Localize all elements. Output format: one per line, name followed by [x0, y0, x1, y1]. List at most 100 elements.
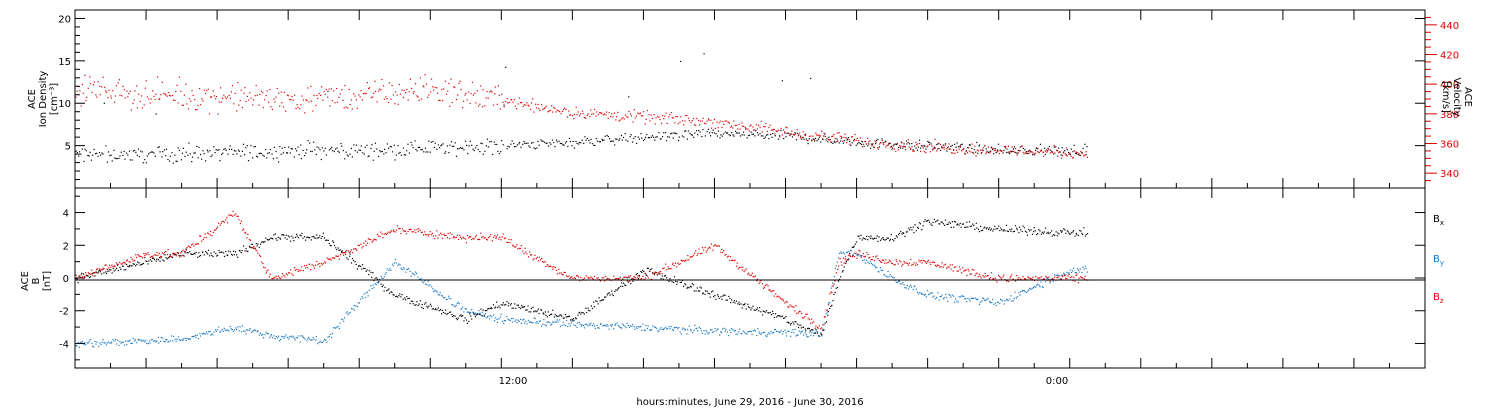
scatter-point	[602, 139, 604, 142]
scatter-point	[818, 325, 820, 327]
scatter-point	[485, 97, 487, 99]
scatter-point	[754, 275, 757, 277]
scatter-point	[863, 145, 865, 148]
scatter-point	[871, 144, 873, 147]
scatter-point	[270, 237, 272, 240]
scatter-point	[123, 261, 126, 264]
scatter-point	[998, 225, 1000, 227]
scatter-point	[454, 86, 456, 89]
scatter-point	[834, 280, 836, 282]
scatter-point	[290, 148, 292, 150]
scatter-point	[671, 263, 674, 265]
scatter-point	[864, 140, 866, 143]
scatter-point	[776, 316, 778, 318]
scatter-point	[306, 99, 308, 102]
scatter-point	[147, 263, 149, 265]
scatter-point	[539, 320, 542, 322]
scatter-point	[962, 267, 964, 269]
scatter-point	[615, 119, 617, 121]
scatter-point	[372, 96, 374, 98]
scatter-point	[469, 102, 471, 105]
scatter-point	[202, 251, 204, 253]
scatter-point	[691, 120, 693, 122]
scatter-point	[77, 282, 79, 284]
scatter-point	[296, 235, 298, 237]
scatter-point	[1063, 272, 1065, 274]
scatter-point	[362, 297, 364, 299]
scatter-point	[976, 272, 978, 274]
scatter-point	[995, 149, 997, 151]
scatter-point	[953, 226, 955, 228]
scatter-point	[1011, 150, 1013, 153]
scatter-point	[999, 229, 1001, 232]
scatter-point	[236, 254, 238, 256]
scatter-point	[591, 324, 594, 327]
scatter-point	[732, 134, 734, 136]
scatter-point	[231, 254, 233, 256]
scatter-point	[791, 130, 793, 132]
scatter-point	[908, 286, 911, 288]
scatter-point	[436, 230, 438, 232]
scatter-point	[647, 325, 649, 327]
scatter-point	[182, 254, 184, 256]
scatter-point	[1035, 286, 1037, 288]
scatter-point	[125, 269, 127, 271]
scatter-point	[347, 107, 349, 109]
scatter-point	[147, 343, 149, 345]
scatter-point	[617, 111, 619, 113]
scatter-point	[802, 136, 804, 139]
scatter-point	[436, 148, 438, 150]
scatter-point	[590, 138, 592, 140]
scatter-point	[104, 86, 106, 88]
scatter-point	[690, 330, 692, 332]
scatter-point	[584, 136, 586, 138]
scatter-point	[820, 332, 822, 334]
scatter-point	[1018, 150, 1020, 152]
scatter-point	[415, 148, 417, 151]
scatter-point	[276, 157, 278, 159]
scatter-point	[1005, 280, 1008, 282]
scatter-point	[176, 252, 179, 254]
scatter-point	[718, 297, 720, 299]
scatter-point	[366, 81, 368, 84]
scatter-point	[267, 333, 270, 335]
scatter-point	[904, 235, 906, 237]
scatter-point	[684, 259, 687, 261]
scatter-point	[917, 226, 919, 229]
scatter-point	[587, 307, 589, 309]
scatter-point	[729, 256, 732, 258]
scatter-point	[871, 237, 873, 240]
scatter-point	[568, 110, 570, 112]
scatter-point	[757, 124, 760, 126]
scatter-point	[422, 85, 424, 87]
scatter-point	[298, 153, 300, 156]
scatter-point	[474, 316, 476, 318]
scatter-point	[240, 251, 242, 254]
scatter-point	[284, 276, 286, 278]
scatter-point	[189, 153, 191, 155]
scatter-point	[989, 301, 991, 304]
scatter-point	[292, 335, 294, 337]
scatter-point	[229, 325, 231, 328]
scatter-point	[954, 266, 957, 268]
scatter-point	[910, 286, 913, 288]
scatter-point	[458, 148, 460, 150]
scatter-point	[571, 145, 573, 147]
scatter-point	[407, 297, 409, 300]
scatter-point	[556, 269, 558, 272]
scatter-point	[745, 128, 747, 130]
scatter-point	[381, 285, 383, 288]
scatter-point	[926, 261, 929, 263]
scatter-point	[624, 284, 626, 286]
scatter-point	[899, 145, 901, 147]
scatter-point	[75, 344, 77, 347]
scatter-point	[795, 335, 797, 337]
scatter-point	[989, 229, 992, 231]
scatter-point	[742, 266, 744, 268]
scatter-point	[146, 96, 148, 98]
scatter-point	[801, 138, 803, 140]
scatter-point	[465, 144, 468, 146]
scatter-point	[363, 267, 365, 269]
scatter-point	[191, 156, 194, 158]
scatter-point	[874, 265, 876, 267]
